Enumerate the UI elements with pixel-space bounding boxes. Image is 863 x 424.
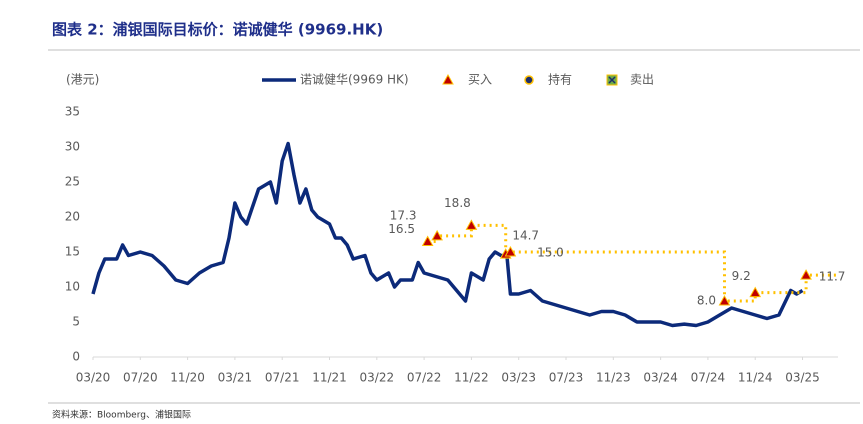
- legend-swatch: [442, 73, 454, 85]
- x-tick-label: 03/20: [76, 371, 111, 385]
- x-tick-label: 11/22: [454, 371, 489, 385]
- value-label: 14.7: [512, 229, 539, 243]
- value-label: 11.7: [819, 270, 846, 284]
- y-tick-label: 10: [65, 280, 80, 294]
- x-tick-label: 03/25: [785, 371, 820, 385]
- chart-title: 图表 2：浦银国际目标价：诺诚健华 (9969.HK): [52, 21, 383, 39]
- y-tick-label: 25: [65, 175, 80, 189]
- legend-swatch: [524, 75, 534, 85]
- x-tick-label: 03/22: [360, 371, 395, 385]
- x-tick-label: 07/21: [265, 371, 300, 385]
- buy-marker: [504, 245, 517, 257]
- y-axis-label: (港元): [66, 73, 99, 87]
- x-tick-label: 07/22: [407, 371, 442, 385]
- buy-marker: [718, 294, 731, 306]
- x-tick-label: 11/21: [312, 371, 347, 385]
- x-tick-label: 11/23: [596, 371, 631, 385]
- buy-marker: [749, 286, 762, 298]
- value-label: 9.2: [732, 269, 751, 283]
- price-line: [91, 141, 804, 328]
- source: 资料来源：Bloomberg、浦银国际: [52, 409, 191, 421]
- x-tick-label: 03/21: [218, 371, 253, 385]
- x-tick-label: 11/24: [738, 371, 773, 385]
- legend-label: 买入: [468, 73, 492, 87]
- buy-marker: [431, 229, 443, 241]
- x-tick-label: 11/20: [170, 371, 205, 385]
- value-label: 15.0: [537, 246, 564, 260]
- y-tick-label: 15: [65, 245, 80, 259]
- legend-label: 诺诚健华(9969 HK): [300, 73, 409, 87]
- y-tick-label: 0: [72, 350, 80, 364]
- value-label: 18.8: [444, 196, 471, 210]
- legend-label: 持有: [548, 72, 572, 87]
- value-label: 8.0: [697, 294, 716, 308]
- y-tick-label: 30: [65, 140, 80, 154]
- buy-marker: [421, 235, 434, 246]
- buy-marker: [800, 269, 812, 280]
- legend-swatch: [608, 76, 616, 84]
- y-tick-label: 5: [72, 315, 80, 329]
- x-tick-label: 07/24: [691, 371, 726, 385]
- y-tick-label: 35: [65, 105, 80, 119]
- value-label: 17.3: [390, 208, 417, 222]
- x-tick-label: 03/24: [643, 371, 678, 385]
- x-tick-label: 07/20: [123, 371, 158, 385]
- buy-marker: [465, 219, 478, 230]
- y-tick-label: 20: [65, 210, 80, 224]
- value-label: 16.5: [388, 222, 415, 236]
- x-tick-label: 03/23: [501, 371, 536, 385]
- legend-label: 卖出: [630, 73, 654, 87]
- x-tick-label: 07/23: [549, 371, 584, 385]
